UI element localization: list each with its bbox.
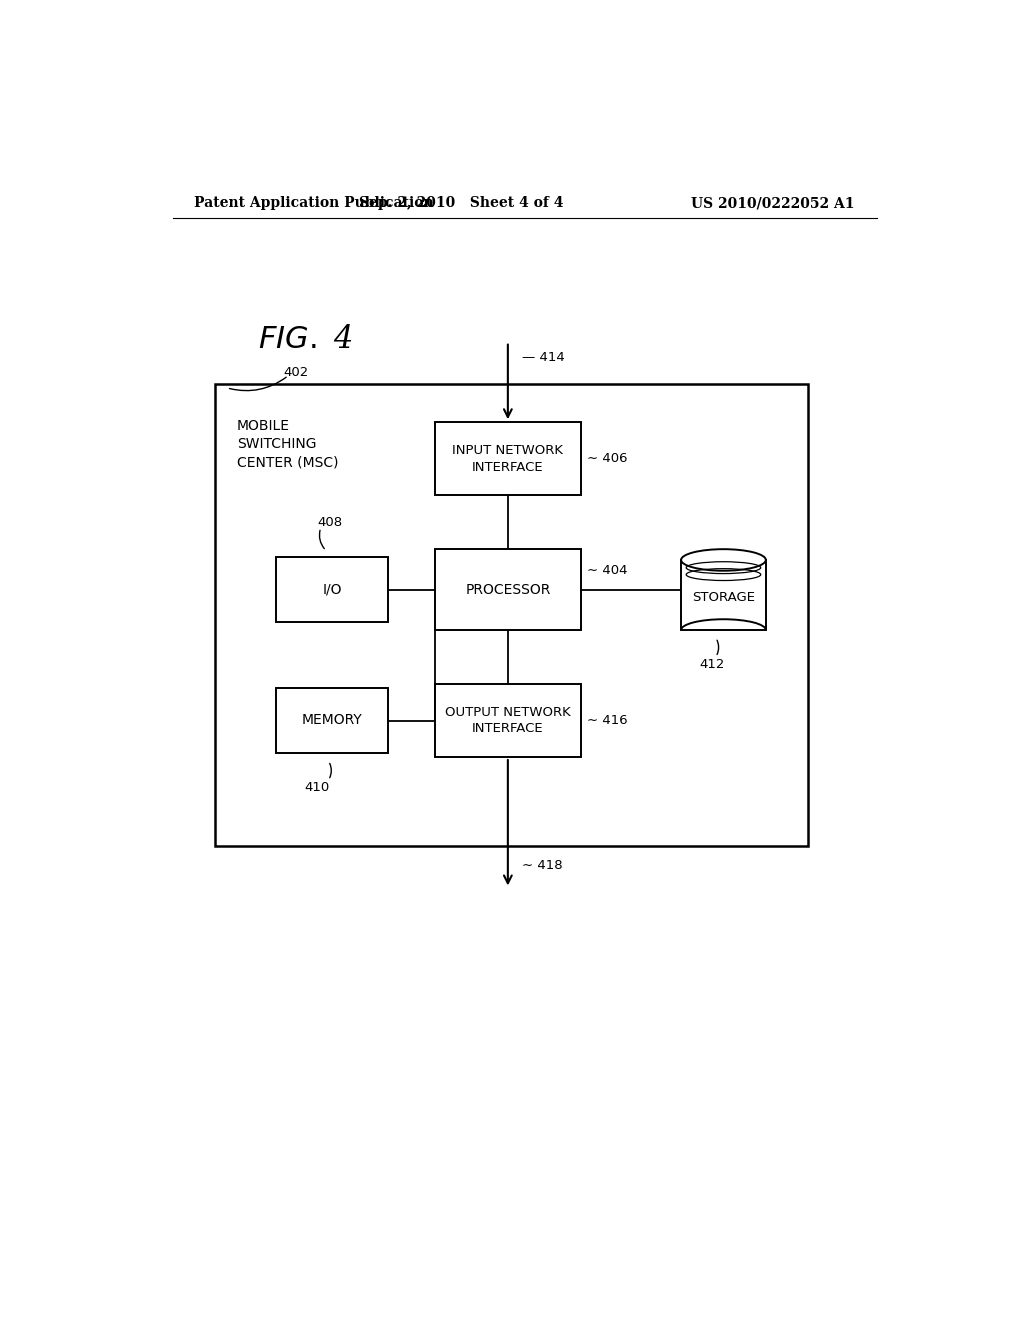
Text: I/O: I/O bbox=[323, 582, 342, 597]
Text: MOBILE
SWITCHING
CENTER (MSC): MOBILE SWITCHING CENTER (MSC) bbox=[237, 418, 338, 470]
Bar bbox=[215, 384, 808, 846]
Text: Sep. 2, 2010   Sheet 4 of 4: Sep. 2, 2010 Sheet 4 of 4 bbox=[359, 197, 564, 210]
Text: US 2010/0222052 A1: US 2010/0222052 A1 bbox=[691, 197, 854, 210]
Text: ∼ 406: ∼ 406 bbox=[587, 453, 628, 465]
Ellipse shape bbox=[681, 549, 766, 570]
Bar bbox=[435, 422, 581, 495]
Text: 408: 408 bbox=[316, 516, 342, 529]
Text: ∼ 418: ∼ 418 bbox=[521, 859, 562, 871]
Text: Patent Application Publication: Patent Application Publication bbox=[194, 197, 433, 210]
Bar bbox=[681, 560, 766, 630]
Text: PROCESSOR: PROCESSOR bbox=[465, 582, 551, 597]
Text: 410: 410 bbox=[304, 781, 330, 795]
Text: — 414: — 414 bbox=[521, 351, 564, 363]
Bar bbox=[276, 688, 388, 754]
Text: OUTPUT NETWORK
INTERFACE: OUTPUT NETWORK INTERFACE bbox=[445, 705, 570, 735]
Bar bbox=[276, 557, 388, 622]
Text: MEMORY: MEMORY bbox=[302, 714, 362, 727]
Bar bbox=[435, 684, 581, 758]
Text: 412: 412 bbox=[699, 659, 725, 671]
Text: ∼ 416: ∼ 416 bbox=[587, 714, 628, 727]
Text: 402: 402 bbox=[283, 366, 308, 379]
Text: STORAGE: STORAGE bbox=[692, 591, 755, 603]
Bar bbox=[435, 549, 581, 630]
Text: INPUT NETWORK
INTERFACE: INPUT NETWORK INTERFACE bbox=[453, 444, 563, 474]
Text: $\mathit{FIG.}$ 4: $\mathit{FIG.}$ 4 bbox=[258, 323, 352, 355]
Text: ∼ 404: ∼ 404 bbox=[587, 564, 628, 577]
